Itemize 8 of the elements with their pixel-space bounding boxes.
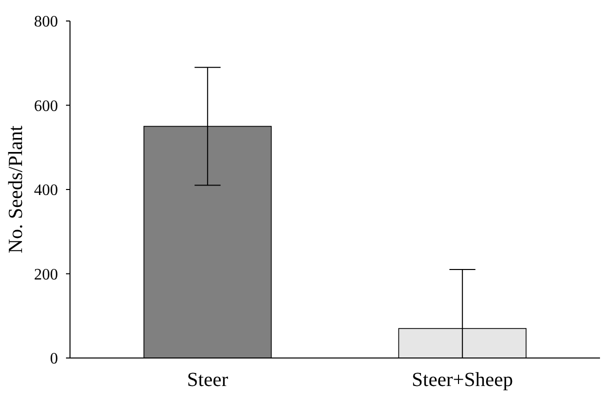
x-tick-label: Steer: [187, 369, 228, 391]
y-axis-title: No. Seeds/Plant: [5, 125, 27, 254]
y-tick-label: 600: [34, 98, 58, 115]
y-tick-label: 800: [34, 14, 58, 31]
y-tick-label: 400: [34, 182, 58, 200]
y-tick-label: 0: [50, 350, 58, 368]
x-tick-label: Steer+Sheep: [412, 369, 514, 391]
y-tick-label: 200: [34, 266, 58, 284]
